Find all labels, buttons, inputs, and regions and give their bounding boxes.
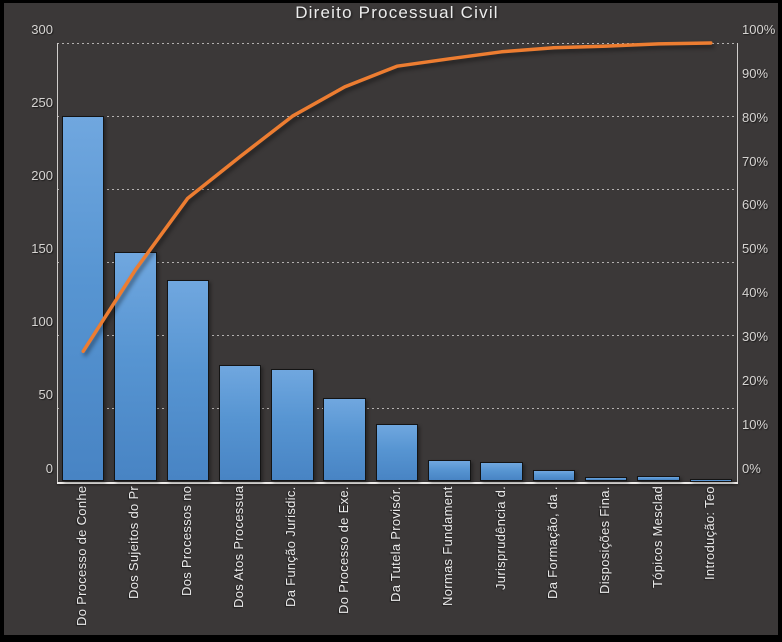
left-axis-tick-label: 250 bbox=[31, 95, 53, 111]
category-label: Introdução: Teo bbox=[701, 486, 717, 580]
gridline bbox=[57, 116, 737, 118]
cumulative-line bbox=[81, 41, 713, 354]
right-axis-tick-label: 20% bbox=[742, 372, 769, 388]
right-axis-tick-label: 50% bbox=[742, 241, 769, 257]
right-axis-tick-label: 90% bbox=[742, 65, 769, 81]
right-axis-tick-label: 10% bbox=[742, 416, 769, 432]
gridline bbox=[57, 189, 737, 191]
gridline bbox=[57, 408, 737, 410]
category-label: Da Formação, da . bbox=[544, 486, 560, 599]
bar bbox=[480, 462, 523, 482]
left-axis-tick-label: 200 bbox=[31, 168, 53, 184]
category-label: Da Função Jurisdic. bbox=[283, 486, 299, 607]
left-axis-tick-label: 150 bbox=[31, 241, 53, 257]
category-label: Dos Atos Processua bbox=[231, 486, 247, 609]
right-axis-tick-label: 100% bbox=[742, 22, 776, 37]
gridline bbox=[57, 43, 737, 44]
right-axis-line bbox=[737, 43, 738, 482]
bar bbox=[218, 364, 262, 482]
left-axis-tick-label: 0 bbox=[45, 460, 53, 476]
bottom-axis-line bbox=[57, 481, 738, 484]
category-label: Do Processo de Conhe bbox=[74, 486, 90, 627]
bar bbox=[584, 477, 628, 482]
right-axis-tick-label: 70% bbox=[742, 153, 769, 169]
bar bbox=[375, 424, 419, 482]
category-label: Do Processo de Exe. bbox=[335, 486, 351, 614]
category-label: Da Tutela Provisór. bbox=[388, 486, 403, 602]
category-label: Normas Fundament bbox=[440, 486, 456, 606]
right-axis-tick-label: 30% bbox=[742, 328, 769, 344]
bar bbox=[637, 475, 680, 482]
chart-title: Direito Processual Civil bbox=[295, 3, 499, 22]
left-axis-line bbox=[57, 43, 58, 482]
right-axis-tick-label: 0% bbox=[742, 460, 761, 476]
right-axis-tick-label: 80% bbox=[742, 109, 769, 125]
category-label: Dos Sujeitos do Pr bbox=[126, 486, 142, 600]
bar bbox=[61, 116, 105, 482]
left-axis-tick-label: 100 bbox=[31, 314, 53, 330]
gridline bbox=[57, 262, 737, 264]
gridline bbox=[57, 335, 737, 337]
bar bbox=[166, 279, 210, 482]
left-axis-tick-label: 50 bbox=[38, 387, 53, 403]
bar bbox=[532, 469, 576, 482]
bar bbox=[428, 459, 471, 482]
right-axis-tick-label: 40% bbox=[742, 285, 769, 301]
left-axis-tick-label: 300 bbox=[31, 22, 53, 37]
right-axis-tick-label: 60% bbox=[742, 197, 769, 213]
category-label: Dos Processos no bbox=[178, 486, 194, 597]
bar bbox=[271, 368, 314, 482]
bar bbox=[689, 478, 733, 482]
bar bbox=[323, 398, 366, 482]
category-label: Tópicos Mesclad bbox=[649, 486, 665, 589]
category-label: Jurisprudência d. bbox=[492, 486, 508, 591]
category-label: Disposições Fina. bbox=[597, 486, 613, 594]
